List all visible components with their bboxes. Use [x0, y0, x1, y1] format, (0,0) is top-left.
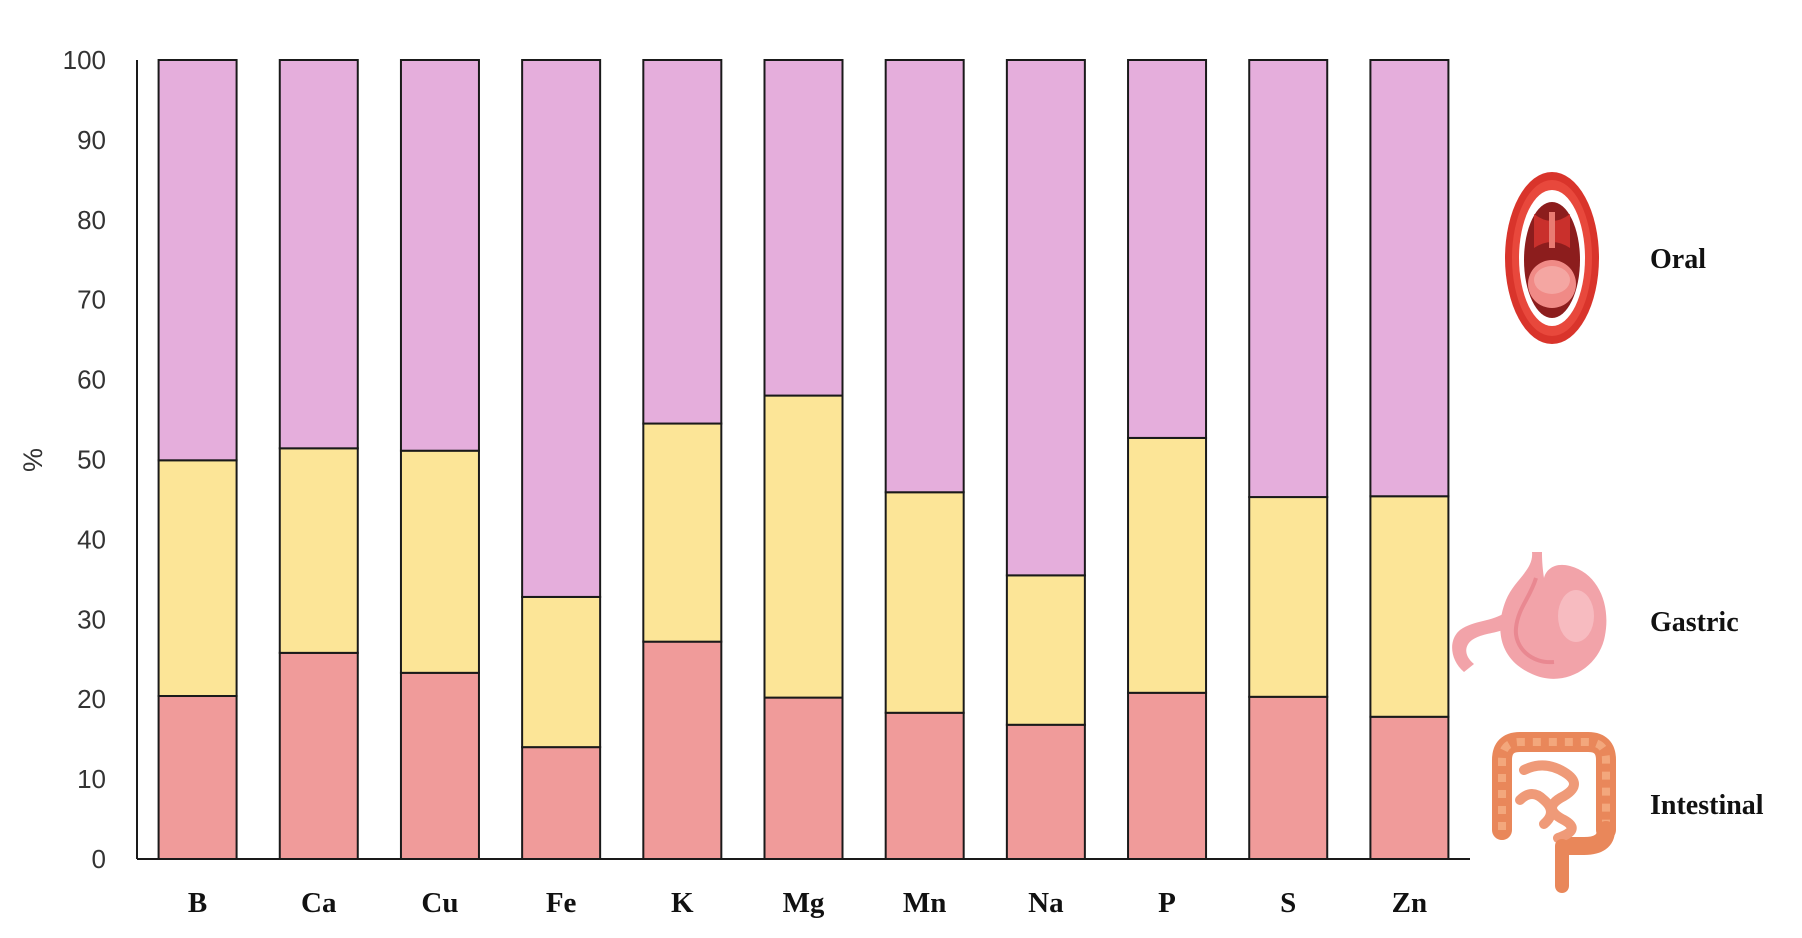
x-tick-label: Mn	[903, 887, 947, 919]
bar-oral-b	[157, 59, 238, 462]
bar-intestinal-zn	[1369, 715, 1450, 861]
bar-oral-mn	[884, 59, 965, 494]
bar-gastric-fe	[521, 595, 602, 749]
bar-gastric-mg	[763, 394, 844, 699]
bar-intestinal-p	[1127, 691, 1208, 860]
bar-oral-s	[1248, 59, 1329, 499]
y-tick-label: 10	[77, 764, 106, 794]
x-axis-labels: B Ca Cu Fe K Mg Mn Na P S Zn	[188, 887, 1427, 919]
legend-item-gastric: Gastric	[1452, 552, 1739, 679]
x-tick-label: Ca	[301, 887, 337, 919]
x-tick-label: Cu	[421, 887, 458, 919]
y-tick-label: 70	[77, 285, 106, 315]
bar-intestinal-k	[642, 640, 723, 860]
bar-oral-ca	[278, 59, 359, 450]
bar-oral-p	[1127, 59, 1208, 439]
x-tick-label: Zn	[1392, 887, 1427, 919]
y-tick-label: 20	[77, 684, 106, 714]
y-axis-label: %	[18, 448, 48, 472]
legend-item-intestinal: Intestinal	[1492, 732, 1764, 893]
x-tick-label: B	[188, 887, 207, 919]
bar-intestinal-b	[157, 695, 238, 861]
bar-oral-na	[1005, 59, 1086, 577]
bar-gastric-ca	[278, 447, 359, 654]
bar-intestinal-na	[1005, 723, 1086, 860]
bar-intestinal-mg	[763, 696, 844, 860]
bar-oral-cu	[399, 59, 480, 452]
axes	[136, 60, 1470, 860]
y-tick-label: 40	[77, 524, 106, 554]
y-tick-label: 100	[63, 45, 106, 75]
bar-intestinal-cu	[399, 671, 480, 861]
bar-gastric-p	[1127, 436, 1208, 694]
bar-gastric-k	[642, 422, 723, 643]
mouth-icon	[1505, 172, 1599, 344]
y-tick-label: 50	[77, 445, 106, 475]
bar-oral-mg	[763, 59, 844, 397]
x-tick-label: Fe	[546, 887, 577, 919]
x-tick-label: S	[1280, 887, 1296, 919]
x-tick-label: K	[671, 887, 694, 919]
bar-intestinal-fe	[521, 746, 602, 861]
bar-gastric-cu	[399, 449, 480, 674]
bar-gastric-s	[1248, 496, 1329, 698]
x-tick-label: Na	[1028, 887, 1064, 919]
bar-oral-zn	[1369, 59, 1450, 498]
bar-intestinal-ca	[278, 651, 359, 860]
bar-gastric-b	[157, 459, 238, 698]
y-tick-label: 80	[77, 205, 106, 235]
legend-label-gastric: Gastric	[1650, 607, 1739, 638]
x-tick-label: Mg	[783, 887, 825, 919]
y-axis-ticks: 0 10 20 30 40 50 60 70 80 90 100	[63, 45, 106, 874]
y-tick-label: 30	[77, 604, 106, 634]
legend-label-intestinal: Intestinal	[1650, 790, 1764, 821]
bar-gastric-zn	[1369, 495, 1450, 718]
y-tick-label: 90	[77, 125, 106, 155]
legend-label-oral: Oral	[1650, 244, 1706, 275]
legend-item-oral: Oral	[1505, 172, 1706, 344]
bar-series	[157, 59, 1450, 861]
y-tick-label: 60	[77, 365, 106, 395]
bar-gastric-na	[1005, 574, 1086, 726]
x-tick-label: P	[1158, 887, 1176, 919]
bar-intestinal-mn	[884, 711, 965, 861]
bar-intestinal-s	[1248, 695, 1329, 860]
bar-oral-fe	[521, 59, 602, 598]
bar-gastric-mn	[884, 491, 965, 714]
bar-oral-k	[642, 59, 723, 425]
y-tick-label: 0	[92, 844, 106, 874]
stomach-icon	[1452, 552, 1607, 679]
intestine-icon	[1492, 732, 1616, 893]
